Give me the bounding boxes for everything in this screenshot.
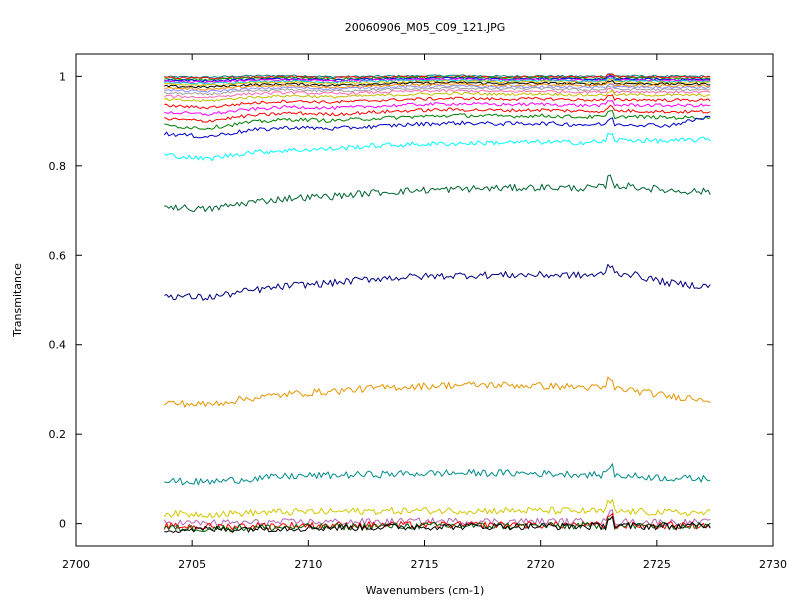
series-line (164, 73, 711, 79)
ticks-layer: 2700 2705 2710 2715 2720 2725 2730 0 0.2 0.4 0.6 0.… (49, 54, 787, 571)
series-line (164, 100, 711, 116)
x-tick-label: 2715 (411, 558, 439, 571)
series-layer (163, 73, 711, 533)
series-line (164, 94, 711, 110)
y-tick-label: 0.8 (49, 160, 67, 173)
series-line (164, 263, 711, 301)
chart-title: 20060906_M05_C09_121.JPG (345, 21, 506, 34)
series-line (164, 83, 711, 93)
y-tick-label: 1 (59, 70, 66, 83)
series-line (164, 81, 711, 91)
series-line (164, 110, 711, 130)
y-tick-label: 0.4 (49, 339, 67, 352)
series-line (164, 75, 711, 81)
x-tick-label: 2710 (294, 558, 322, 571)
y-tick-label: 0.6 (49, 249, 67, 262)
series-line (163, 115, 711, 139)
series-line (164, 80, 711, 89)
y-tick-label: 0.2 (49, 428, 67, 441)
x-axis-label: Wavenumbers (cm-1) (366, 584, 485, 597)
y-axis-label: Transmitance (11, 263, 24, 338)
x-tick-label: 2705 (178, 558, 206, 571)
y-tick-label: 0 (59, 518, 66, 531)
x-tick-label: 2720 (527, 558, 555, 571)
series-line (163, 498, 711, 518)
series-line (164, 85, 711, 96)
series-line (164, 132, 711, 161)
series-line (164, 89, 711, 103)
series-line (164, 516, 711, 533)
x-tick-label: 2725 (643, 558, 671, 571)
series-line (164, 174, 711, 213)
x-tick-label: 2700 (62, 558, 90, 571)
x-tick-label: 2730 (759, 558, 787, 571)
series-line (164, 87, 711, 99)
series-line (164, 78, 711, 87)
series-line (163, 376, 711, 408)
series-line (164, 463, 711, 486)
series-line (164, 104, 711, 123)
series-line (164, 77, 711, 85)
